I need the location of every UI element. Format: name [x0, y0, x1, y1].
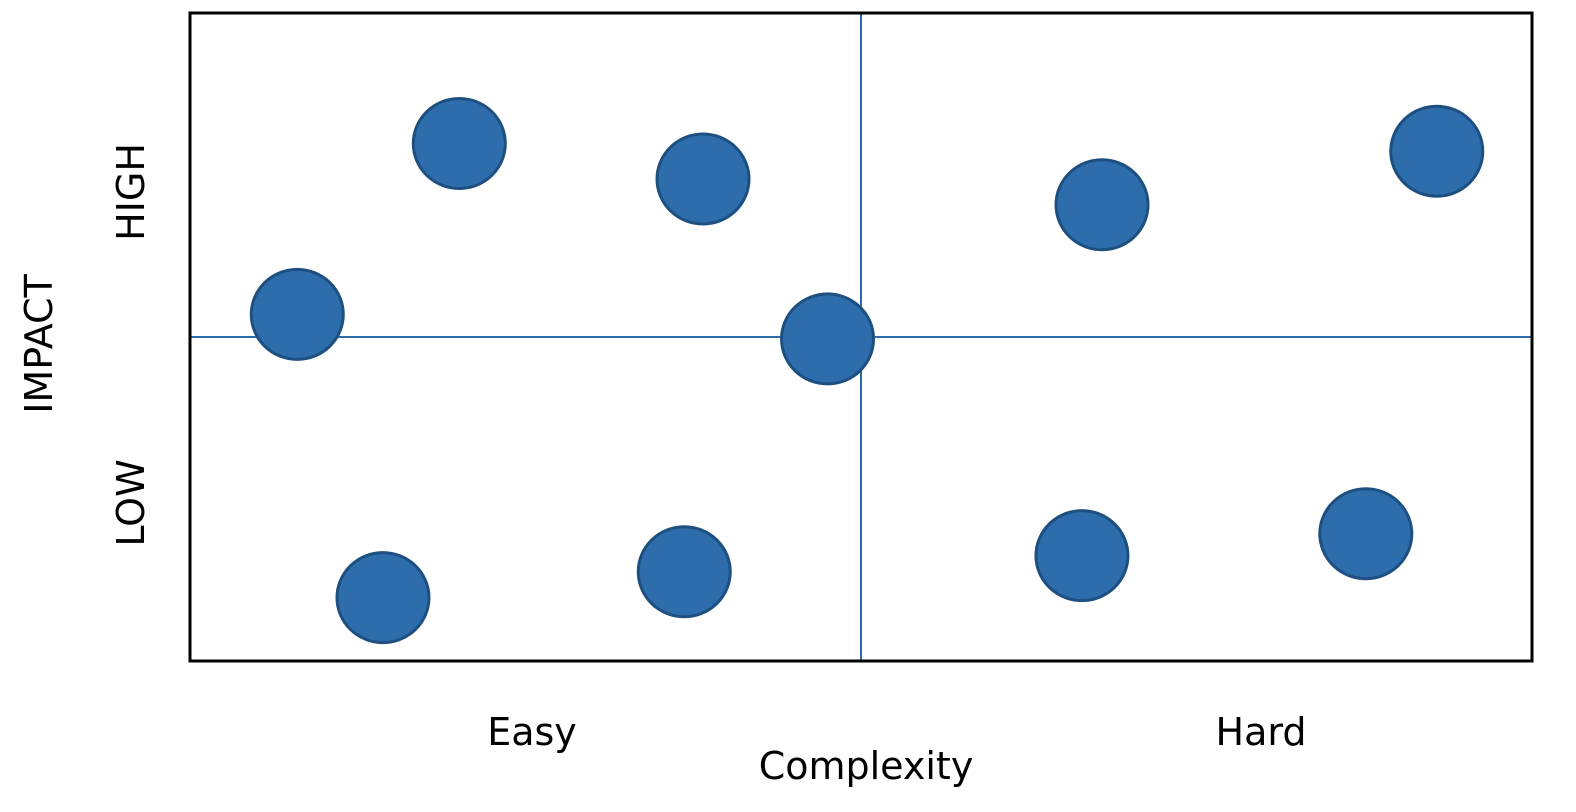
x-category-label-hard: Hard	[1216, 710, 1307, 754]
data-point-10	[1318, 487, 1414, 581]
data-point-3	[1054, 158, 1150, 252]
data-point-9	[1034, 509, 1130, 603]
data-point-8	[636, 525, 732, 619]
data-point-4	[1389, 104, 1485, 198]
y-axis-label: IMPACT	[17, 273, 61, 413]
data-point-7	[335, 551, 431, 645]
points-group	[249, 97, 1485, 645]
data-point-1	[411, 97, 507, 190]
data-point-2	[655, 132, 751, 226]
x-category-label-easy: Easy	[487, 710, 577, 754]
y-category-label-low: LOW	[109, 459, 153, 546]
y-category-label-high: HIGH	[109, 143, 153, 241]
x-axis-label: Complexity	[759, 744, 974, 788]
data-point-6	[780, 292, 876, 386]
data-point-5	[249, 267, 345, 361]
